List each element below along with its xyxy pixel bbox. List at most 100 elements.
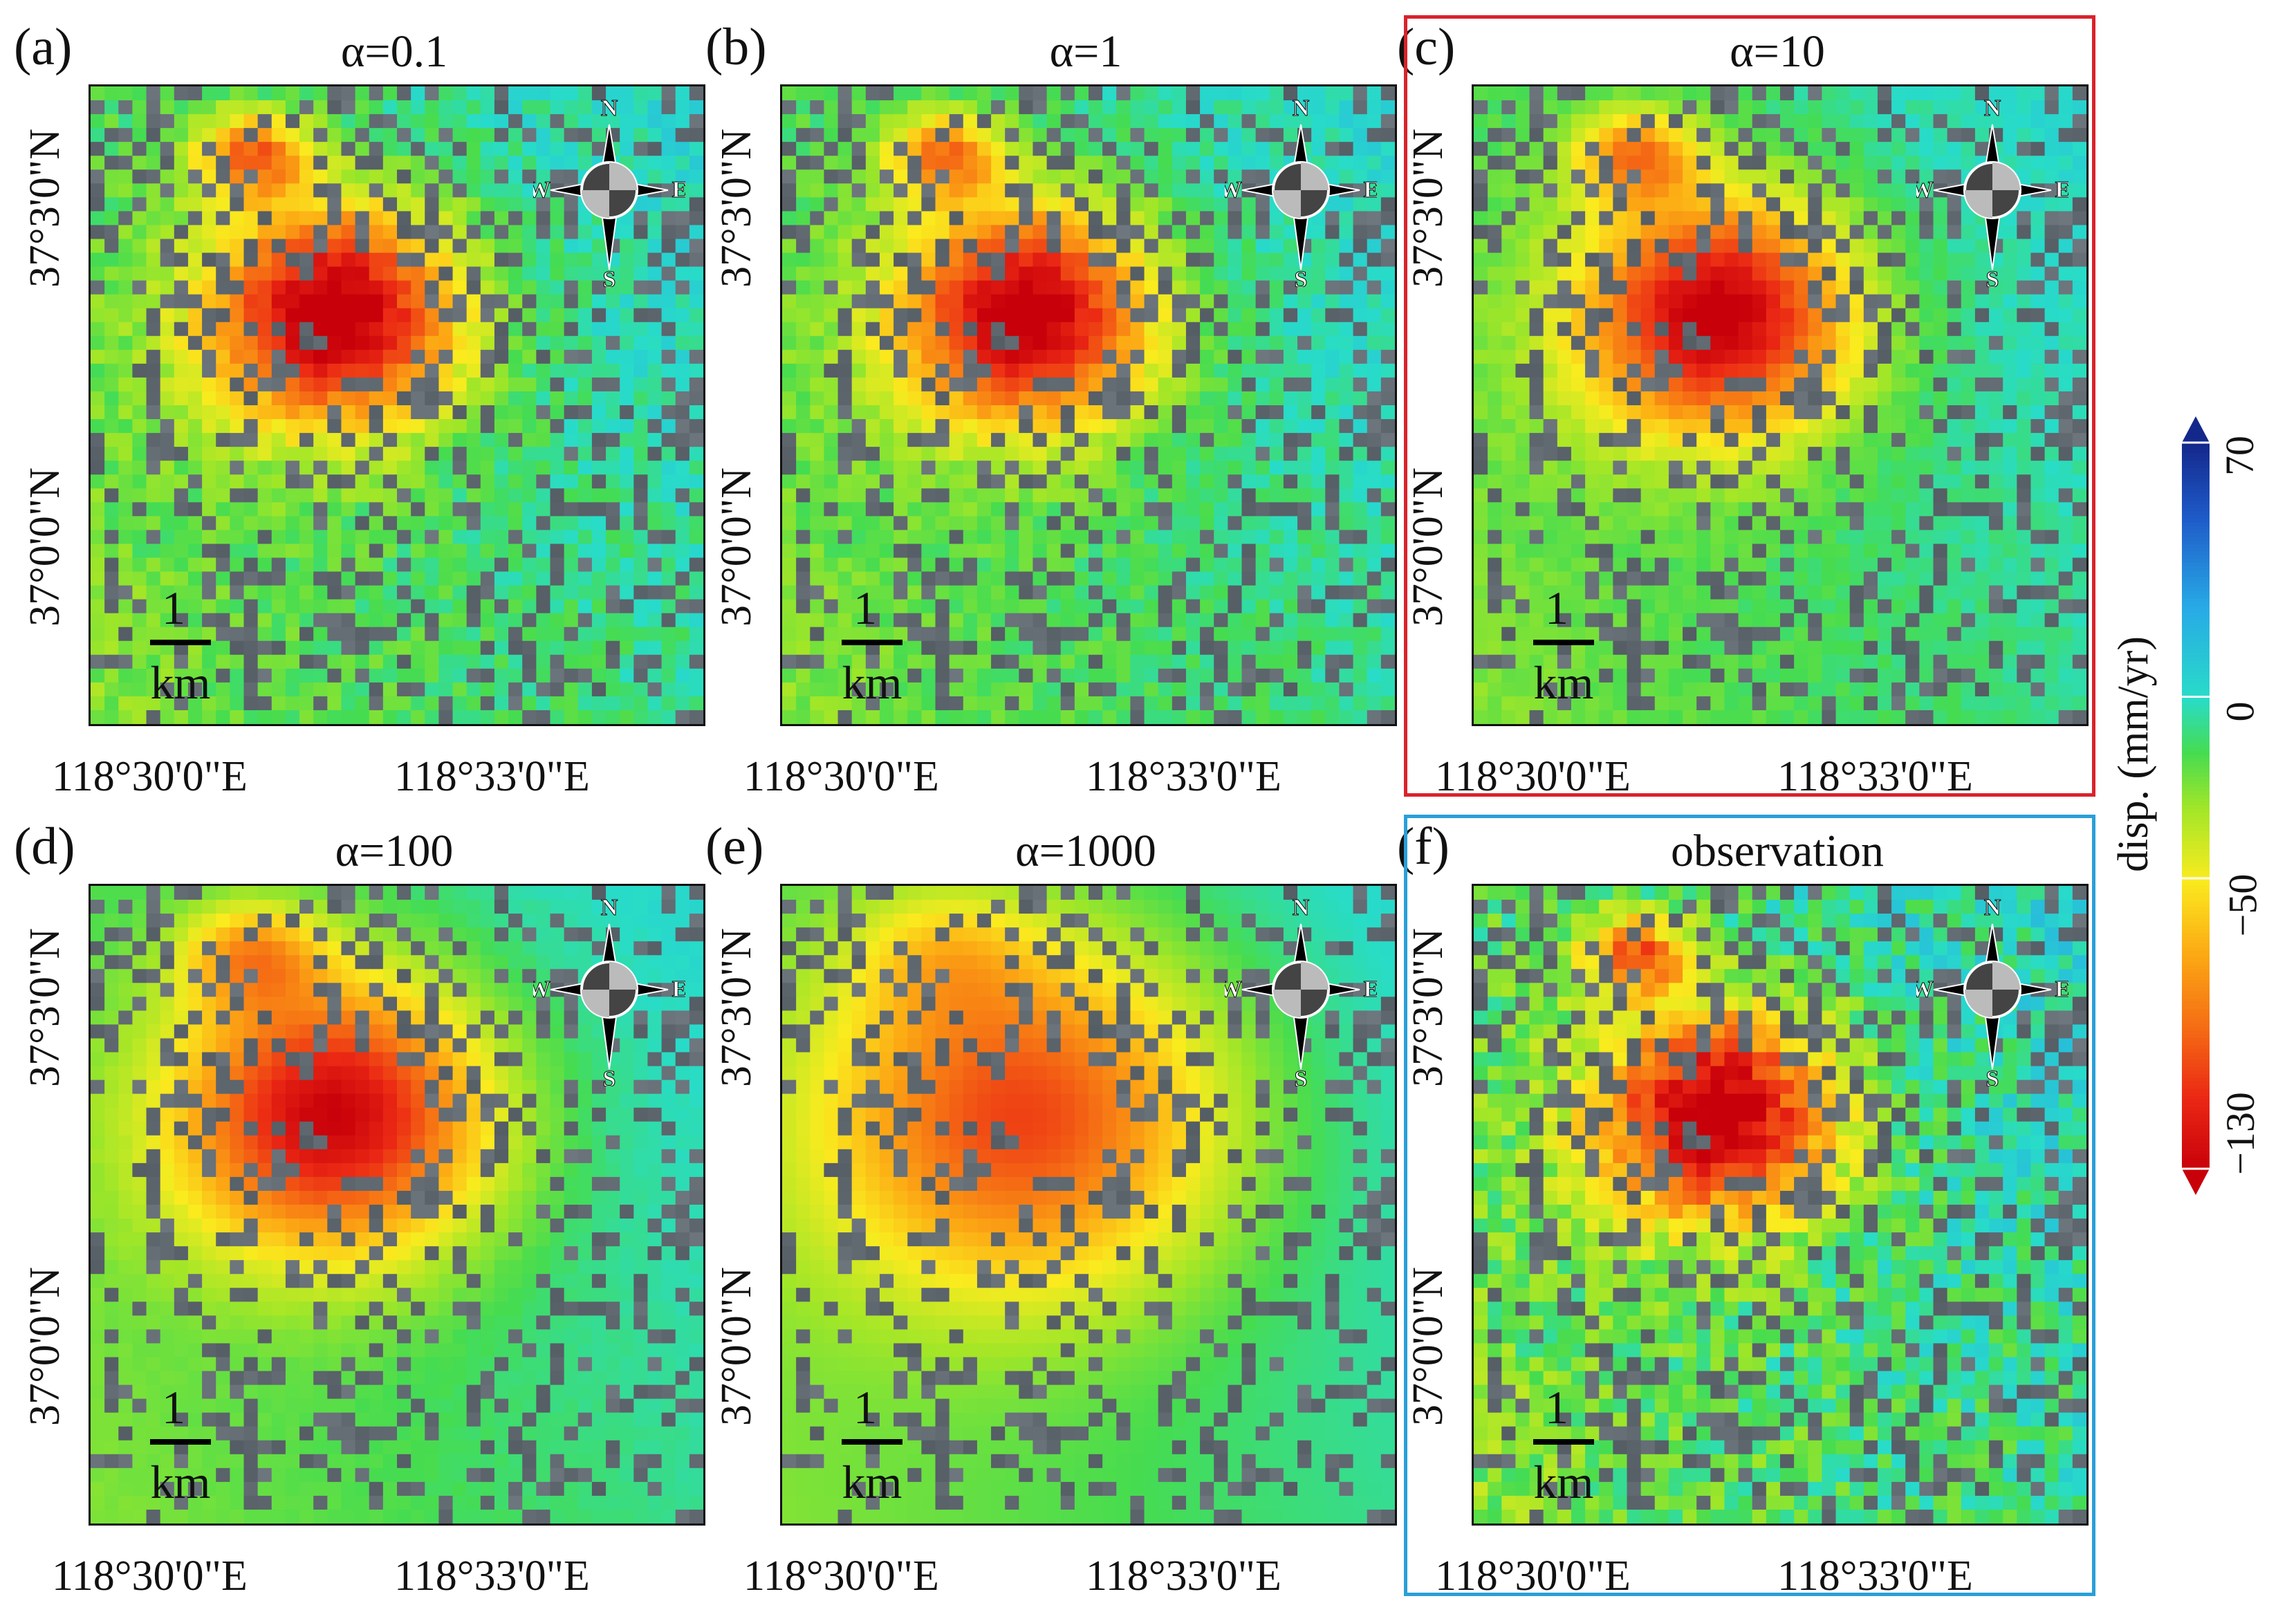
deformation-pixel: [1228, 128, 1243, 142]
deformation-pixel: [382, 544, 398, 559]
deformation-pixel: [550, 696, 565, 711]
masked-pixel: [271, 239, 286, 254]
deformation-pixel: [1808, 114, 1823, 129]
deformation-pixel: [1325, 544, 1340, 559]
deformation-pixel: [591, 571, 607, 586]
deformation-pixel: [425, 433, 440, 447]
deformation-pixel: [824, 461, 839, 475]
masked-pixel: [1339, 682, 1354, 697]
deformation-pixel: [1961, 100, 1976, 115]
deformation-pixel: [577, 86, 593, 101]
masked-pixel: [1380, 211, 1395, 226]
masked-pixel: [851, 252, 867, 268]
deformation-pixel: [991, 571, 1006, 586]
deformation-pixel: [438, 377, 454, 392]
deformation-pixel: [1046, 100, 1062, 115]
deformation-pixel: [550, 128, 565, 142]
deformation-pixel: [591, 419, 607, 434]
masked-pixel: [299, 335, 314, 351]
deformation-pixel: [1060, 280, 1075, 295]
deformation-pixel: [894, 419, 908, 434]
deformation-pixel: [1766, 142, 1781, 156]
masked-pixel: [1130, 696, 1145, 711]
deformation-pixel: [1640, 322, 1656, 337]
masked-pixel: [782, 100, 797, 115]
masked-pixel: [633, 308, 649, 323]
deformation-pixel: [1005, 294, 1019, 309]
deformation-pixel: [299, 86, 314, 101]
deformation-pixel: [894, 225, 908, 240]
masked-pixel: [991, 433, 1006, 447]
deformation-pixel: [1585, 86, 1600, 101]
deformation-pixel: [1005, 169, 1019, 184]
masked-pixel: [689, 391, 703, 406]
deformation-pixel: [837, 654, 853, 669]
masked-pixel: [202, 322, 216, 337]
deformation-pixel: [160, 530, 175, 545]
masked-pixel: [907, 156, 922, 170]
deformation-pixel: [1989, 308, 2003, 323]
masked-pixel: [865, 696, 880, 711]
deformation-pixel: [285, 100, 300, 115]
deformation-pixel: [879, 613, 894, 628]
deformation-pixel: [327, 363, 342, 378]
deformation-pixel: [1283, 710, 1298, 724]
deformation-pixel: [508, 183, 523, 198]
deformation-pixel: [2058, 308, 2073, 323]
masked-pixel: [921, 183, 936, 198]
deformation-pixel: [949, 447, 964, 461]
masked-pixel: [1033, 86, 1048, 101]
deformation-pixel: [577, 225, 593, 240]
deformation-pixel: [894, 530, 908, 545]
deformation-pixel: [1089, 405, 1103, 420]
masked-pixel: [257, 696, 272, 711]
masked-pixel: [1214, 169, 1228, 184]
deformation-pixel: [1961, 239, 1976, 254]
deformation-pixel: [810, 557, 825, 573]
deformation-pixel: [976, 516, 992, 530]
deformation-pixel: [1019, 280, 1034, 295]
deformation-pixel: [1488, 349, 1502, 364]
masked-pixel: [851, 447, 867, 461]
masked-pixel: [2044, 239, 2059, 254]
deformation-pixel: [271, 613, 286, 628]
masked-pixel: [1089, 530, 1103, 545]
deformation-pixel: [1367, 197, 1382, 212]
deformation-pixel: [174, 169, 189, 184]
deformation-pixel: [299, 197, 314, 212]
deformation-pixel: [1060, 128, 1075, 142]
deformation-pixel: [271, 308, 286, 323]
deformation-pixel: [1214, 335, 1228, 351]
deformation-pixel: [907, 294, 922, 309]
masked-pixel: [810, 156, 825, 170]
deformation-pixel: [1835, 252, 1851, 268]
masked-pixel: [661, 211, 676, 226]
deformation-pixel: [1005, 114, 1019, 129]
masked-pixel: [202, 571, 216, 586]
deformation-pixel: [202, 225, 216, 240]
deformation-pixel: [1130, 114, 1145, 129]
deformation-pixel: [1060, 654, 1075, 669]
deformation-pixel: [1283, 488, 1298, 503]
deformation-pixel: [894, 377, 908, 392]
masked-pixel: [1255, 280, 1270, 295]
deformation-pixel: [1627, 294, 1642, 309]
deformation-pixel: [1947, 114, 1962, 129]
deformation-pixel: [577, 100, 593, 115]
deformation-pixel: [591, 516, 607, 530]
deformation-pixel: [466, 211, 481, 226]
masked-pixel: [1599, 156, 1613, 170]
deformation-pixel: [1849, 169, 1864, 184]
masked-pixel: [1241, 488, 1257, 503]
masked-pixel: [522, 640, 537, 656]
deformation-pixel: [2017, 86, 2032, 101]
deformation-pixel: [508, 710, 523, 724]
deformation-pixel: [1933, 156, 1948, 170]
deformation-pixel: [132, 211, 147, 226]
deformation-pixel: [1019, 530, 1034, 545]
masked-pixel: [1380, 557, 1395, 573]
masked-pixel: [1488, 225, 1502, 240]
deformation-pixel: [1158, 86, 1173, 101]
masked-pixel: [438, 266, 454, 281]
masked-pixel: [935, 419, 950, 434]
